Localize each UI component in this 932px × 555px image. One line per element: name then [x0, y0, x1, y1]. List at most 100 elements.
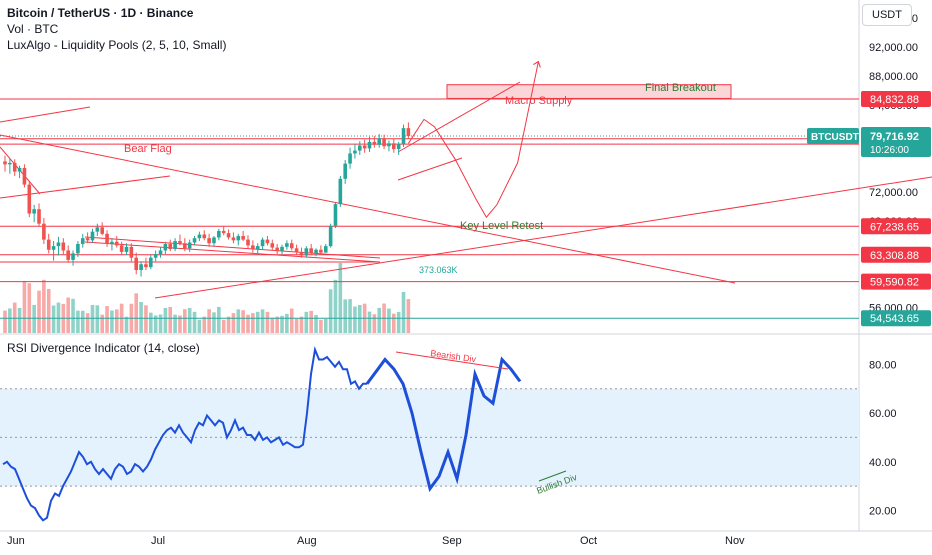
annotation-macro-supply: Macro Supply	[505, 95, 573, 107]
candle-body	[153, 254, 158, 258]
candle-body	[42, 223, 46, 240]
volume-bar	[163, 307, 168, 333]
candle-body	[124, 246, 129, 252]
candle-body	[299, 251, 304, 256]
candle-body	[367, 141, 372, 149]
candle-body	[285, 243, 289, 247]
symbol-title[interactable]: Bitcoin / TetherUS · 1D · Binance	[7, 6, 194, 20]
bearish-div-label: Bearish Div	[430, 348, 477, 364]
trend-line	[397, 81, 521, 153]
candle-body	[163, 243, 168, 251]
price-axis-tick: 92,000.00	[869, 42, 918, 54]
volume-bar	[265, 311, 270, 333]
candle-body	[377, 138, 382, 145]
candle-body	[328, 225, 333, 247]
volume-bar	[32, 304, 36, 333]
symbol-tag-bg	[807, 127, 859, 144]
projection-arrowhead	[533, 60, 541, 68]
candle-body	[187, 242, 192, 249]
candle-body	[275, 247, 279, 252]
volume-bar	[372, 314, 377, 333]
volume-bar	[134, 293, 139, 333]
candle-body	[241, 235, 245, 240]
time-axis-tick: Jun	[7, 535, 25, 547]
volume-bar	[207, 309, 211, 333]
price-axis-tick: 72,000.00	[869, 187, 918, 199]
candle-body	[85, 238, 90, 241]
volume-bar	[319, 319, 323, 333]
candle-body	[362, 145, 367, 149]
volume-bar	[246, 314, 250, 333]
candle-body	[343, 163, 347, 179]
candle-body	[110, 241, 114, 244]
candle-body	[294, 248, 299, 252]
candle-body	[22, 167, 27, 185]
candle-body	[314, 249, 318, 254]
volume-bar	[71, 298, 75, 333]
candle-body	[382, 138, 386, 147]
price-axis-tick: 88,000.00	[869, 71, 918, 83]
candle-body	[392, 143, 396, 150]
candle-body	[119, 245, 124, 252]
price-tag-bg	[861, 218, 931, 235]
volume-bar	[124, 316, 129, 333]
candle-body	[37, 209, 41, 224]
volume-bar	[37, 290, 41, 333]
candle-body	[280, 246, 284, 252]
candle-body	[66, 250, 70, 260]
trend-line	[84, 236, 381, 259]
candle-body	[90, 231, 95, 241]
volume-bar	[338, 263, 343, 333]
volume-bar	[367, 311, 372, 333]
candle-body	[265, 239, 270, 244]
macro-supply-box	[446, 84, 732, 99]
rsi-axis-tick: 60.00	[869, 408, 897, 420]
indicator-legend[interactable]: LuxAlgo - Liquidity Pools (2, 5, 10, Sma…	[7, 38, 227, 52]
candle-body	[372, 141, 377, 145]
candle-body	[32, 209, 36, 214]
candle-body	[231, 237, 236, 241]
price-tag-label: 54,543.65	[870, 313, 919, 325]
bearish-div-line	[395, 351, 509, 370]
candle-body	[61, 242, 66, 251]
volume-bar	[197, 319, 202, 333]
candle-body	[333, 204, 338, 226]
candle-body	[260, 239, 265, 247]
trend-line	[84, 241, 381, 263]
currency-button[interactable]: USDT	[862, 4, 912, 26]
volume-bar	[192, 311, 197, 333]
volume-bar	[275, 316, 279, 333]
volume-bar	[95, 305, 100, 333]
annotation-bear-flag: Bear Flag	[124, 143, 172, 155]
time-axis-tick: Oct	[580, 535, 597, 547]
candle-body	[51, 246, 56, 250]
volume-bar	[251, 313, 255, 333]
volume-bar	[22, 280, 27, 333]
candle-body	[212, 237, 216, 244]
volume-bar	[260, 309, 265, 333]
volume-bar	[285, 313, 289, 333]
volume-bar	[27, 283, 32, 333]
volume-bar	[377, 307, 382, 333]
candle-body	[144, 264, 148, 268]
volume-bar	[294, 318, 299, 333]
candle-body	[183, 243, 187, 249]
candle-body	[71, 253, 75, 260]
candle-body	[289, 243, 294, 249]
bullish-div-line	[538, 470, 567, 482]
trend-line	[397, 157, 463, 181]
price-tag-label: 84,832.88	[870, 94, 919, 106]
volume-bar	[90, 304, 95, 333]
volume-bar	[309, 310, 313, 333]
time-axis-tick: Aug	[297, 535, 317, 547]
candle-body	[149, 257, 153, 268]
volume-bar	[357, 304, 362, 333]
price-tag-label: 67,238.65	[870, 221, 919, 233]
candle-body	[251, 245, 255, 250]
rsi-legend[interactable]: RSI Divergence Indicator (14, close)	[7, 341, 200, 355]
volume-bar	[183, 309, 187, 333]
candle-body	[192, 238, 197, 243]
volume-bar	[231, 313, 236, 333]
